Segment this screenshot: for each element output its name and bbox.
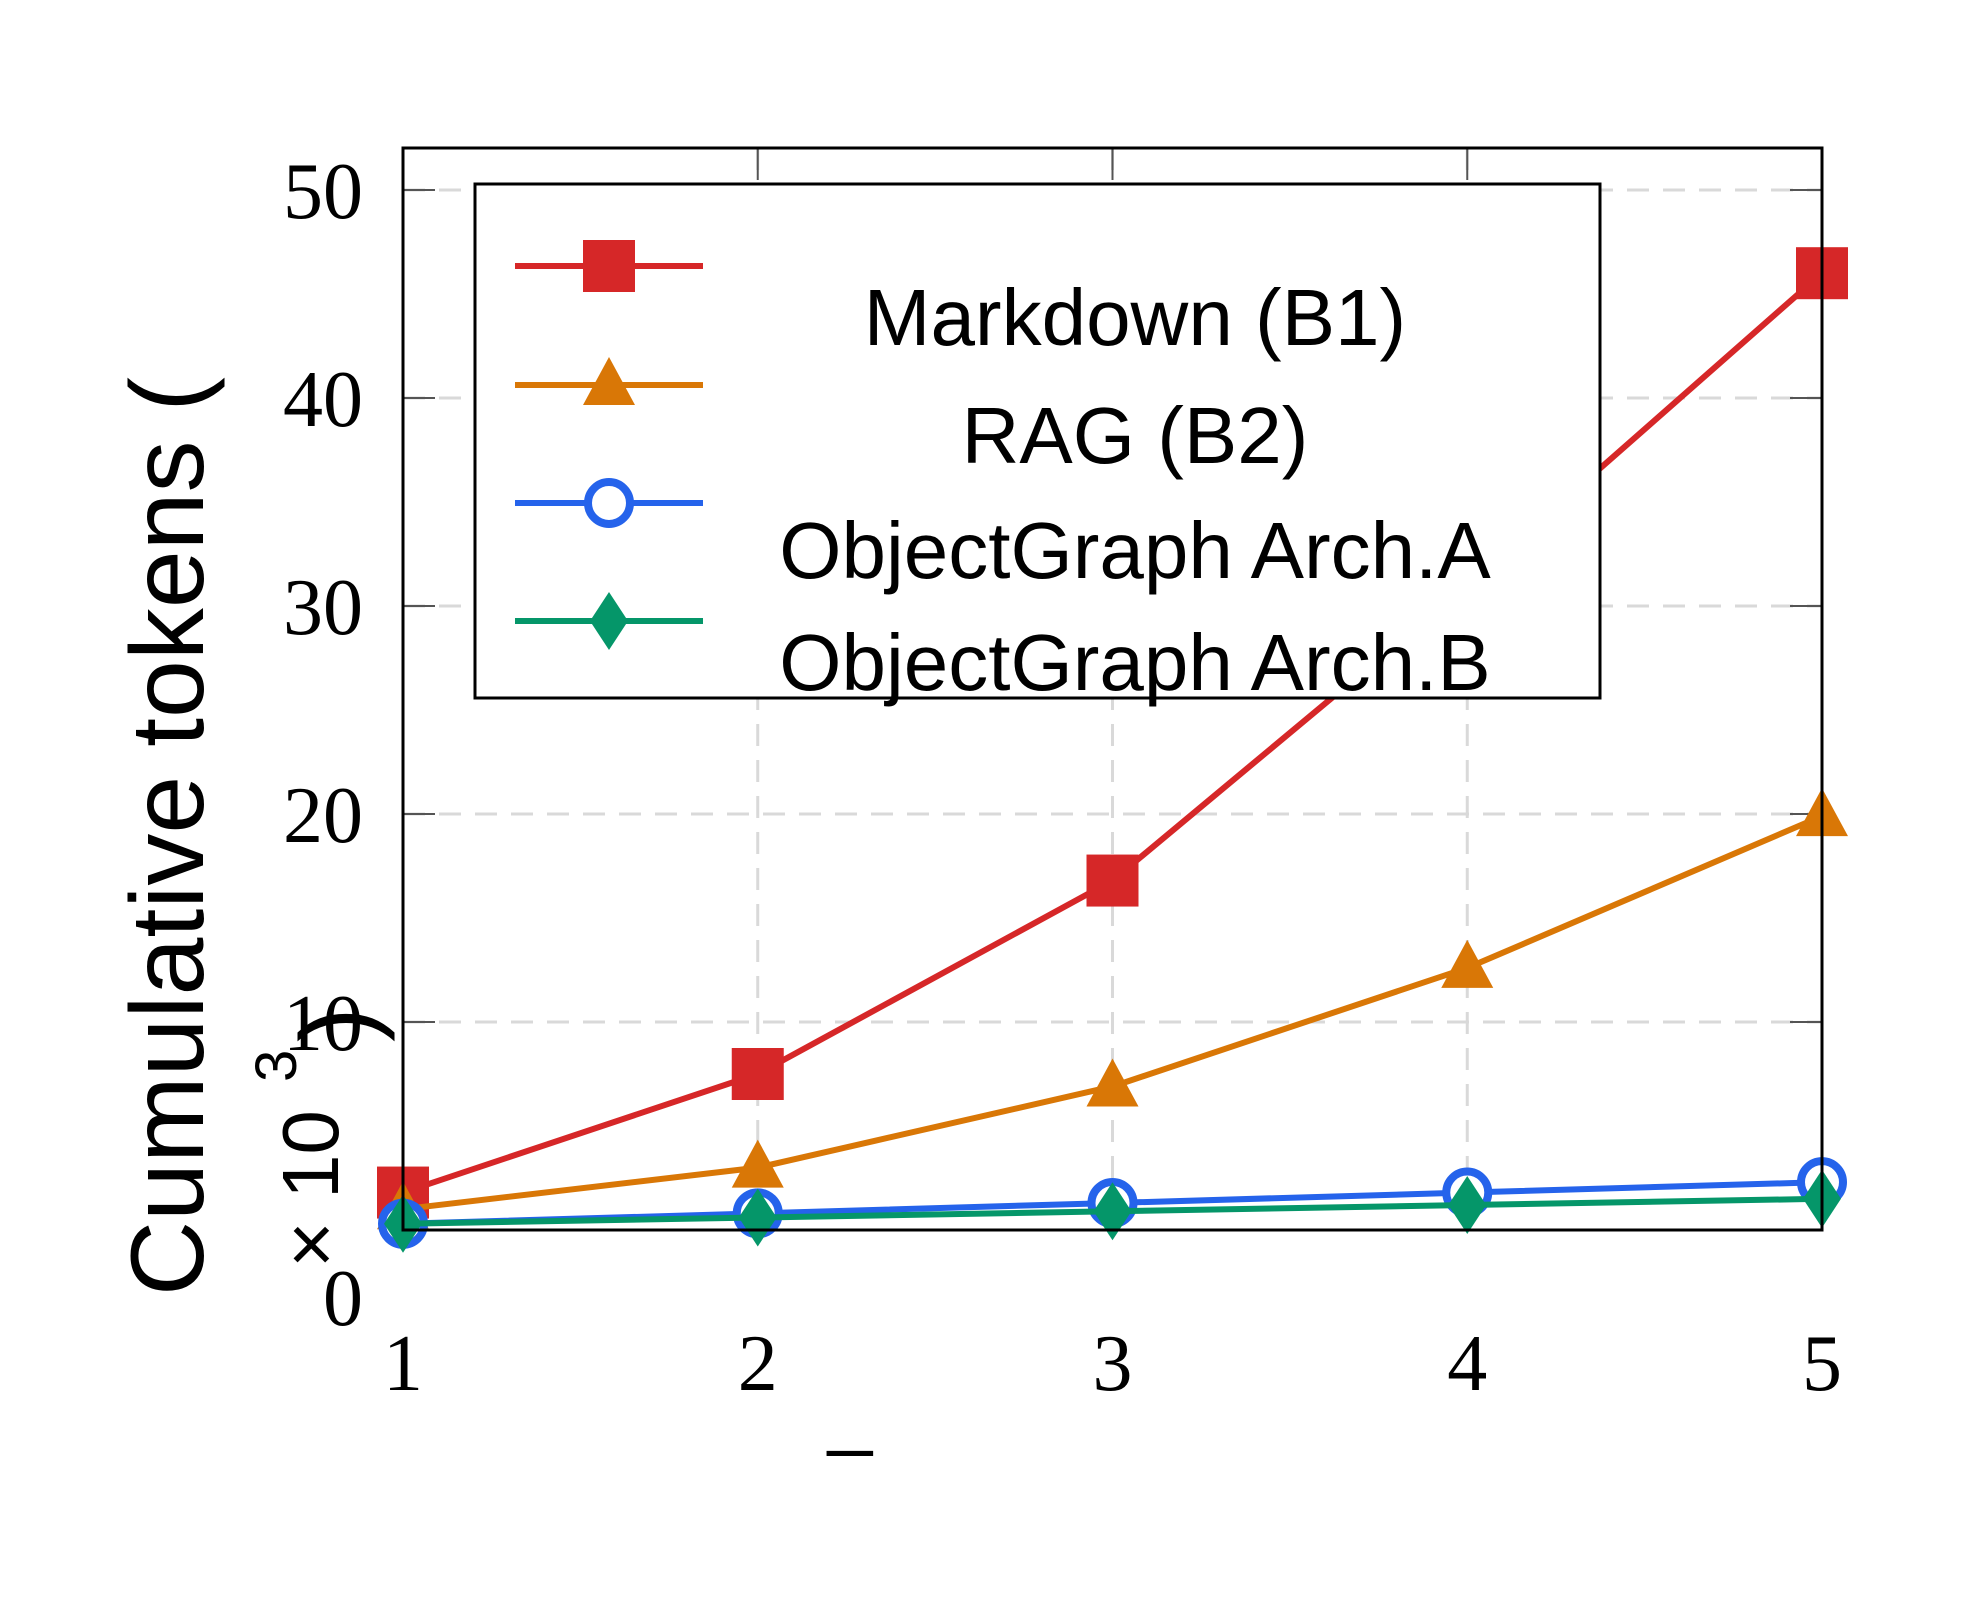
data-point: [1086, 854, 1139, 907]
legend-item: ObjectGraph Arch.A: [515, 478, 1491, 595]
x-tick-label: 3: [1093, 1320, 1133, 1408]
data-point: [583, 240, 635, 292]
legend-label: RAG (B2): [962, 391, 1309, 480]
x-tick-label: 1: [383, 1320, 423, 1408]
y-tick-label: 30: [283, 564, 363, 652]
data-point: [584, 478, 634, 528]
legend-item: RAG (B2): [515, 357, 1308, 480]
legend-label: Markdown (B1): [864, 273, 1406, 362]
data-point: [1086, 1058, 1139, 1107]
series-objectgraph-arch-b: [384, 1169, 1841, 1253]
y-tick-label: 10: [283, 980, 363, 1068]
data-point: [583, 357, 635, 405]
y-axis-title-main: Cumulative tokens (: [110, 377, 226, 1296]
legend-item: Markdown (B1): [515, 240, 1406, 362]
plot-frame: [401, 146, 1824, 1232]
y-tick-label: 0: [323, 1255, 363, 1343]
legend-label: ObjectGraph Arch.A: [779, 506, 1491, 595]
legend-item: ObjectGraph Arch.B: [515, 592, 1491, 707]
y-axis-title-exponent: 3: [244, 1050, 309, 1082]
y-tick-label: 50: [283, 148, 363, 236]
legend-label: ObjectGraph Arch.B: [779, 618, 1490, 707]
data-point: [590, 592, 628, 650]
y-axis-title: Cumulative tokens ( × 10 3 ): [110, 377, 396, 1296]
y-tick-label: 40: [283, 356, 363, 444]
y-axis-title-multiplier: × 10: [266, 1110, 355, 1268]
x-tick-label: 2: [738, 1320, 778, 1408]
x-axis-title: _: [826, 1368, 874, 1457]
data-point: [1093, 1182, 1132, 1241]
data-point: [738, 1188, 777, 1247]
y-tick-label: 20: [283, 772, 363, 860]
legend: Markdown (B1) RAG (B2) ObjectGraph Arch.A O…: [473, 182, 1602, 707]
data-point: [731, 1139, 784, 1188]
legend-box: [473, 182, 1602, 700]
y-axis-title-close-paren: ): [280, 1007, 396, 1042]
x-tick-label: 5: [1802, 1320, 1842, 1408]
data-point: [1441, 939, 1494, 988]
x-tick-label: 4: [1447, 1320, 1487, 1408]
data-point: [1448, 1176, 1487, 1235]
data-point: [731, 1048, 784, 1100]
